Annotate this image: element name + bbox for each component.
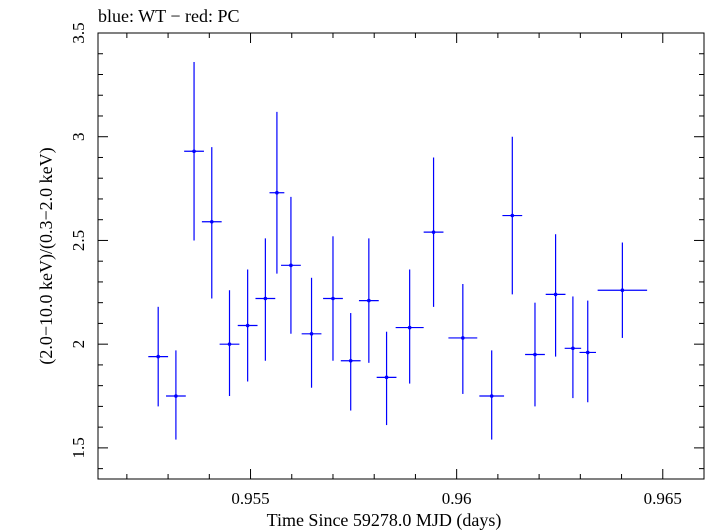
y-tick-label: 2.5: [69, 230, 88, 251]
data-point: [255, 238, 276, 361]
point-marker: [348, 358, 353, 363]
point-marker: [227, 342, 232, 346]
point-marker: [174, 394, 178, 398]
data-point: [597, 242, 648, 338]
x-tick-label: 0.955: [231, 489, 269, 508]
data-points: [148, 62, 648, 440]
point-marker: [309, 331, 314, 336]
data-point: [340, 313, 361, 411]
y-tick-label: 3.5: [69, 22, 88, 43]
data-point: [502, 136, 523, 295]
point-marker: [461, 336, 465, 340]
y-tick-label: 1.5: [69, 437, 88, 458]
point-marker: [407, 325, 412, 330]
y-axis-label: (2.0−10.0 keV)/(0.3−2.0 keV): [36, 147, 57, 364]
point-marker: [620, 288, 625, 293]
point-marker: [510, 213, 515, 218]
x-axis-label: Time Since 59278.0 MJD (days): [267, 510, 502, 531]
point-marker: [209, 219, 214, 224]
x-axis-ticks: 0.955 0.96 0.965: [126, 33, 705, 508]
point-marker: [585, 350, 590, 355]
point-marker: [533, 352, 537, 357]
data-point: [201, 147, 222, 299]
data-point: [323, 236, 343, 361]
data-point: [358, 238, 379, 363]
point-marker: [245, 323, 250, 328]
plot-frame: [97, 32, 705, 480]
data-point: [545, 234, 566, 357]
data-point: [448, 284, 478, 394]
data-point: [479, 350, 505, 440]
point-marker: [489, 394, 494, 398]
data-point: [281, 196, 301, 334]
point-marker: [571, 346, 575, 351]
data-point: [423, 157, 444, 307]
y-tick-label: 3: [69, 132, 88, 141]
data-point: [184, 62, 204, 241]
point-marker: [331, 296, 335, 301]
x-tick-label: 0.96: [442, 489, 472, 508]
data-point: [219, 290, 240, 397]
data-point: [269, 111, 285, 274]
data-point: [376, 331, 397, 426]
data-point: [301, 277, 322, 388]
point-marker: [156, 354, 160, 359]
data-point: [166, 350, 186, 440]
point-marker: [192, 149, 196, 154]
point-marker: [553, 292, 558, 297]
chart-title: blue: WT − red: PC: [98, 6, 239, 26]
point-marker: [289, 263, 293, 268]
y-tick-label: 2: [69, 340, 88, 349]
data-point: [525, 302, 545, 407]
data-point: [579, 300, 596, 403]
data-point: [564, 296, 582, 399]
data-point: [237, 269, 258, 382]
point-marker: [384, 375, 389, 380]
point-marker: [275, 190, 279, 195]
data-point: [395, 269, 424, 384]
x-tick-label: 0.965: [644, 489, 682, 508]
point-marker: [431, 230, 436, 234]
point-marker: [367, 298, 371, 303]
data-point: [148, 306, 169, 407]
y-axis-ticks: 1.5 2 2.5 3 3.5: [69, 22, 704, 470]
point-marker: [263, 296, 268, 301]
